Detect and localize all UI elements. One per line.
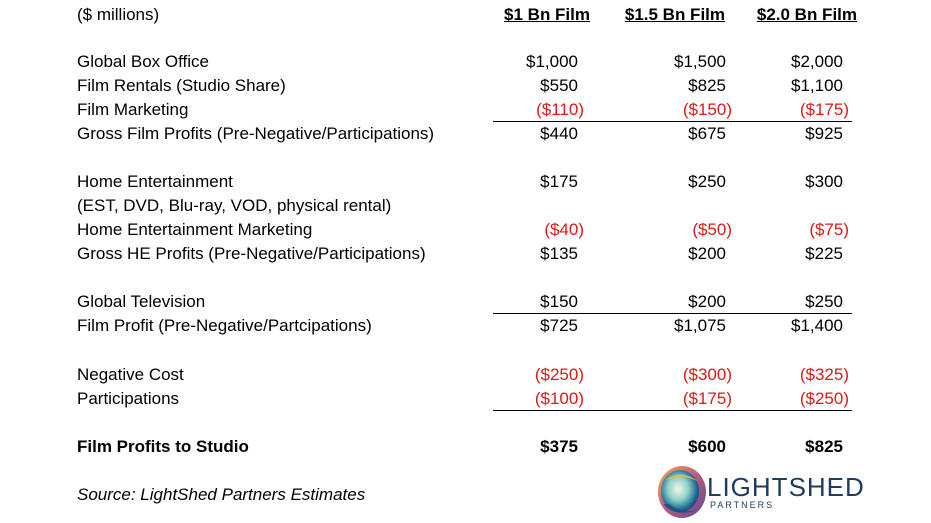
row-label-global-television: Global Television [77, 292, 206, 311]
cell-value: $1,400 [791, 316, 843, 335]
cell-value-negative: ($250) [534, 365, 584, 384]
cell-value-total: $825 [805, 437, 843, 456]
cell-value: $1,075 [674, 316, 726, 335]
cell-value-total: $375 [540, 437, 578, 456]
cell-value: $200 [688, 244, 726, 263]
cell-value-total: $600 [688, 437, 726, 456]
cell-value: $825 [688, 76, 726, 95]
cell-value: $675 [688, 124, 726, 143]
cell-value: $150 [540, 292, 578, 311]
units-label: ($ millions) [77, 5, 160, 24]
row-label-film-marketing: Film Marketing [77, 100, 189, 119]
cell-value-negative: ($325) [799, 365, 849, 384]
cell-value: $1,000 [526, 52, 578, 71]
cell-value-negative: ($75) [809, 220, 849, 239]
row-label-film-profit: Film Profit (Pre-Negative/Partcipations) [77, 316, 372, 335]
column-header-1-5bn: $1.5 Bn Film [624, 5, 725, 24]
cell-value-negative: ($110) [536, 100, 584, 119]
cell-value: $1,100 [791, 76, 843, 95]
row-label-participations: Participations [77, 389, 180, 408]
cell-value-negative: ($150) [682, 100, 732, 119]
row-label-film-rentals: Film Rentals (Studio Share) [77, 76, 286, 95]
cell-value: $1,500 [674, 52, 726, 71]
cell-value: $200 [688, 292, 726, 311]
subtotal-rule [493, 121, 852, 122]
cell-value-negative: ($175) [682, 389, 732, 408]
cell-value: $175 [540, 172, 578, 191]
cell-value-negative: ($250) [799, 389, 849, 408]
cell-value: $725 [540, 316, 578, 335]
cell-value-negative: ($50) [692, 220, 732, 239]
subtotal-rule [493, 313, 852, 314]
cell-value-negative: ($300) [682, 365, 732, 384]
row-label-negative-cost: Negative Cost [77, 365, 184, 384]
cell-value-negative: ($100) [534, 389, 584, 408]
cell-value-negative: ($40) [544, 220, 584, 239]
subtotal-rule [493, 410, 852, 411]
row-label-film-profits-to-studio: Film Profits to Studio [77, 437, 249, 456]
source-note: Source: LightShed Partners Estimates [77, 485, 366, 504]
cell-value: $2,000 [791, 52, 843, 71]
cell-value: $225 [805, 244, 843, 263]
logo-wordmark: LIGHTSHED [707, 472, 865, 502]
row-label-global-box-office: Global Box Office [77, 52, 209, 71]
cell-value: $135 [540, 244, 578, 263]
row-label-home-entertainment-note: (EST, DVD, Blu-ray, VOD, physical rental… [77, 196, 392, 215]
cell-value: $440 [540, 124, 578, 143]
cell-value: $550 [540, 76, 578, 95]
column-header-2bn: $2.0 Bn Film [756, 5, 857, 24]
row-label-he-marketing: Home Entertainment Marketing [77, 220, 313, 239]
row-label-gross-he-profits: Gross HE Profits (Pre-Negative/Participa… [77, 244, 426, 263]
lightshed-logo: LIGHTSHED PARTNERS [655, 464, 864, 522]
cell-value: $250 [805, 292, 843, 311]
cell-value-negative: ($175) [799, 100, 849, 119]
cell-value: $300 [805, 172, 843, 191]
cell-value: $250 [688, 172, 726, 191]
logo-subtitle: PARTNERS [710, 500, 775, 510]
row-label-gross-film-profits: Gross Film Profits (Pre-Negative/Partici… [77, 124, 435, 143]
lightshed-orb-logo-icon [658, 466, 706, 518]
cell-value: $925 [805, 124, 843, 143]
column-header-1bn: $1 Bn Film [504, 5, 590, 24]
row-label-home-entertainment: Home Entertainment [77, 172, 233, 191]
